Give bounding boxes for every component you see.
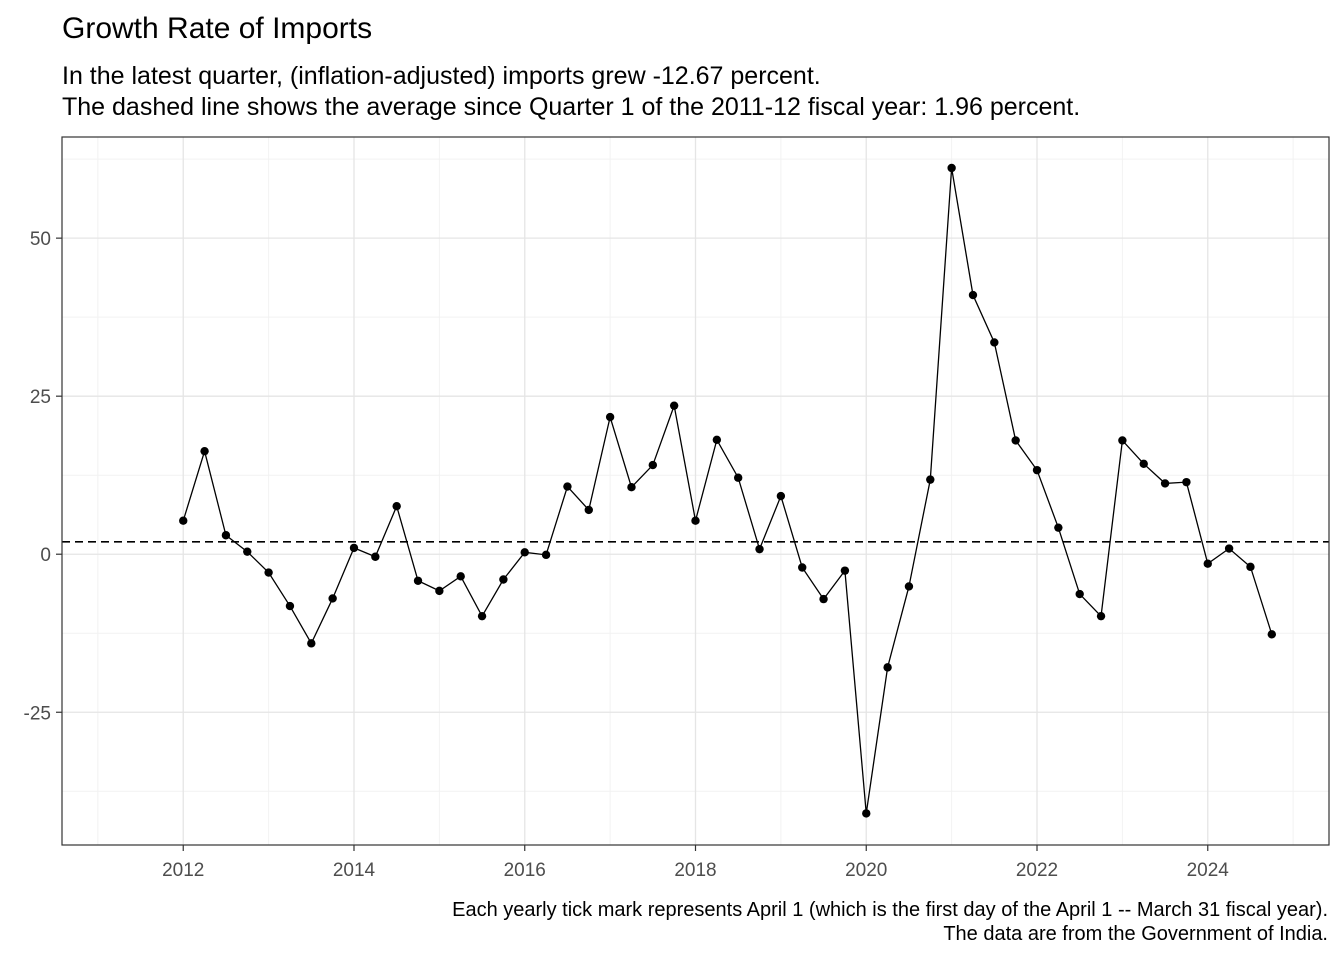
x-tick-label: 2014 xyxy=(333,860,376,881)
data-point xyxy=(605,412,615,422)
data-point xyxy=(1267,630,1276,639)
x-tick-label: 2020 xyxy=(845,860,887,881)
data-point xyxy=(862,809,871,818)
data-point xyxy=(1118,436,1127,445)
data-point xyxy=(733,473,743,482)
data-point xyxy=(563,482,572,491)
chart-subtitle-line-2: The dashed line shows the average since … xyxy=(62,93,1081,121)
data-point xyxy=(776,491,786,501)
chart-caption-line-2: The data are from the Government of Indi… xyxy=(943,923,1328,945)
data-point xyxy=(798,563,807,572)
y-tick-label: 25 xyxy=(30,387,51,408)
data-point xyxy=(712,435,722,444)
data-point xyxy=(179,516,188,525)
data-point xyxy=(1011,436,1020,445)
data-point xyxy=(755,544,764,554)
data-point xyxy=(819,594,828,604)
data-points xyxy=(179,163,1276,818)
data-point xyxy=(926,475,935,484)
data-point xyxy=(435,586,444,596)
data-point xyxy=(307,639,316,648)
data-point xyxy=(1096,611,1106,621)
data-point xyxy=(840,566,850,575)
data-point xyxy=(1054,523,1063,532)
chart-title: Growth Rate of Imports xyxy=(62,12,373,45)
data-point xyxy=(392,501,401,511)
x-tick-label: 2012 xyxy=(162,860,204,881)
data-point xyxy=(520,548,529,557)
y-tick-label: 0 xyxy=(40,545,51,566)
data-point xyxy=(968,290,978,300)
data-point xyxy=(990,338,999,347)
data-point xyxy=(200,446,209,456)
data-point xyxy=(627,483,636,492)
data-point xyxy=(264,568,273,577)
data-point xyxy=(669,401,679,410)
y-tick-label: 50 xyxy=(30,229,51,250)
data-point xyxy=(221,531,231,540)
y-tick-label: -25 xyxy=(24,703,51,724)
data-point xyxy=(947,163,956,173)
data-point xyxy=(243,547,252,556)
x-tick-label: 2016 xyxy=(504,860,546,881)
chart-subtitle-line-1: In the latest quarter, (inflation-adjust… xyxy=(62,62,821,90)
series-line xyxy=(182,167,1273,814)
data-point xyxy=(904,582,914,591)
data-point xyxy=(1224,544,1234,553)
data-point xyxy=(1182,477,1191,487)
data-point xyxy=(1139,459,1148,469)
chart-caption-line-1: Each yearly tick mark represents April 1… xyxy=(452,899,1328,921)
data-point xyxy=(584,505,593,515)
x-tick-label: 2018 xyxy=(674,860,716,881)
data-point xyxy=(328,594,337,603)
data-point xyxy=(285,601,295,611)
data-point xyxy=(1246,562,1255,572)
data-point xyxy=(413,576,423,585)
data-point xyxy=(883,663,892,672)
data-point xyxy=(456,572,465,581)
data-point xyxy=(648,460,658,470)
data-point xyxy=(1032,465,1042,475)
axes: 2012 2014 2016 2018 2020 2022 2024 -25 0 25 50 xyxy=(24,229,1230,881)
data-point xyxy=(1203,559,1212,568)
data-point xyxy=(349,543,359,553)
data-point xyxy=(499,575,508,584)
data-point xyxy=(1075,589,1084,599)
data-point xyxy=(691,516,700,525)
data-point xyxy=(1160,479,1170,488)
data-point xyxy=(477,611,487,621)
data-point xyxy=(371,552,380,561)
data-point xyxy=(541,550,551,560)
x-tick-label: 2024 xyxy=(1187,860,1230,881)
x-tick-label: 2022 xyxy=(1016,860,1058,881)
